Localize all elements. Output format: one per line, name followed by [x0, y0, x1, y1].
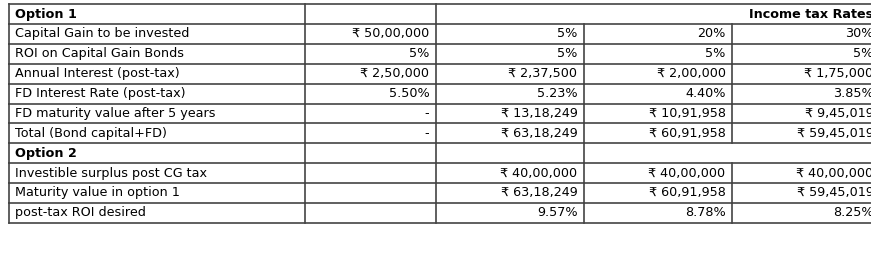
Text: FD maturity value after 5 years: FD maturity value after 5 years: [15, 107, 215, 120]
Text: 3.85%: 3.85%: [833, 87, 871, 100]
Text: ₹ 10,91,958: ₹ 10,91,958: [649, 107, 726, 120]
Text: ₹ 59,45,019: ₹ 59,45,019: [797, 127, 871, 140]
Text: ₹ 2,00,000: ₹ 2,00,000: [657, 67, 726, 80]
Text: ₹ 40,00,000: ₹ 40,00,000: [500, 166, 577, 180]
Text: 5%: 5%: [409, 47, 429, 60]
Text: 5%: 5%: [557, 47, 577, 60]
Text: 20%: 20%: [697, 27, 726, 41]
Text: ROI on Capital Gain Bonds: ROI on Capital Gain Bonds: [15, 47, 184, 60]
Text: ₹ 50,00,000: ₹ 50,00,000: [352, 27, 429, 41]
Text: 5%: 5%: [706, 47, 726, 60]
Text: Option 1: Option 1: [15, 7, 77, 21]
Text: 9.57%: 9.57%: [537, 206, 577, 219]
Text: Income tax Rates: Income tax Rates: [749, 7, 871, 21]
Text: FD Interest Rate (post-tax): FD Interest Rate (post-tax): [15, 87, 186, 100]
Text: ₹ 9,45,019: ₹ 9,45,019: [805, 107, 871, 120]
Text: ₹ 13,18,249: ₹ 13,18,249: [501, 107, 577, 120]
Text: ₹ 2,37,500: ₹ 2,37,500: [509, 67, 577, 80]
Text: 5%: 5%: [557, 27, 577, 41]
Text: -: -: [425, 107, 429, 120]
Text: Total (Bond capital+FD): Total (Bond capital+FD): [15, 127, 166, 140]
Text: ₹ 59,45,019: ₹ 59,45,019: [797, 186, 871, 200]
Text: ₹ 63,18,249: ₹ 63,18,249: [501, 127, 577, 140]
Text: ₹ 40,00,000: ₹ 40,00,000: [796, 166, 871, 180]
Text: 30%: 30%: [845, 27, 871, 41]
Text: ₹ 60,91,958: ₹ 60,91,958: [649, 186, 726, 200]
Text: Option 2: Option 2: [15, 147, 77, 160]
Text: -: -: [425, 127, 429, 140]
Text: ₹ 63,18,249: ₹ 63,18,249: [501, 186, 577, 200]
Text: 8.25%: 8.25%: [833, 206, 871, 219]
Text: Capital Gain to be invested: Capital Gain to be invested: [15, 27, 189, 41]
Text: ₹ 1,75,000: ₹ 1,75,000: [805, 67, 871, 80]
Text: 5.50%: 5.50%: [388, 87, 429, 100]
Text: ₹ 2,50,000: ₹ 2,50,000: [361, 67, 429, 80]
Text: 5.23%: 5.23%: [537, 87, 577, 100]
Text: Investible surplus post CG tax: Investible surplus post CG tax: [15, 166, 206, 180]
Text: Maturity value in option 1: Maturity value in option 1: [15, 186, 179, 200]
Text: 5%: 5%: [854, 47, 871, 60]
Text: post-tax ROI desired: post-tax ROI desired: [15, 206, 145, 219]
Text: ₹ 60,91,958: ₹ 60,91,958: [649, 127, 726, 140]
Text: 4.40%: 4.40%: [685, 87, 726, 100]
Text: 8.78%: 8.78%: [685, 206, 726, 219]
Text: ₹ 40,00,000: ₹ 40,00,000: [648, 166, 726, 180]
Text: Annual Interest (post-tax): Annual Interest (post-tax): [15, 67, 179, 80]
